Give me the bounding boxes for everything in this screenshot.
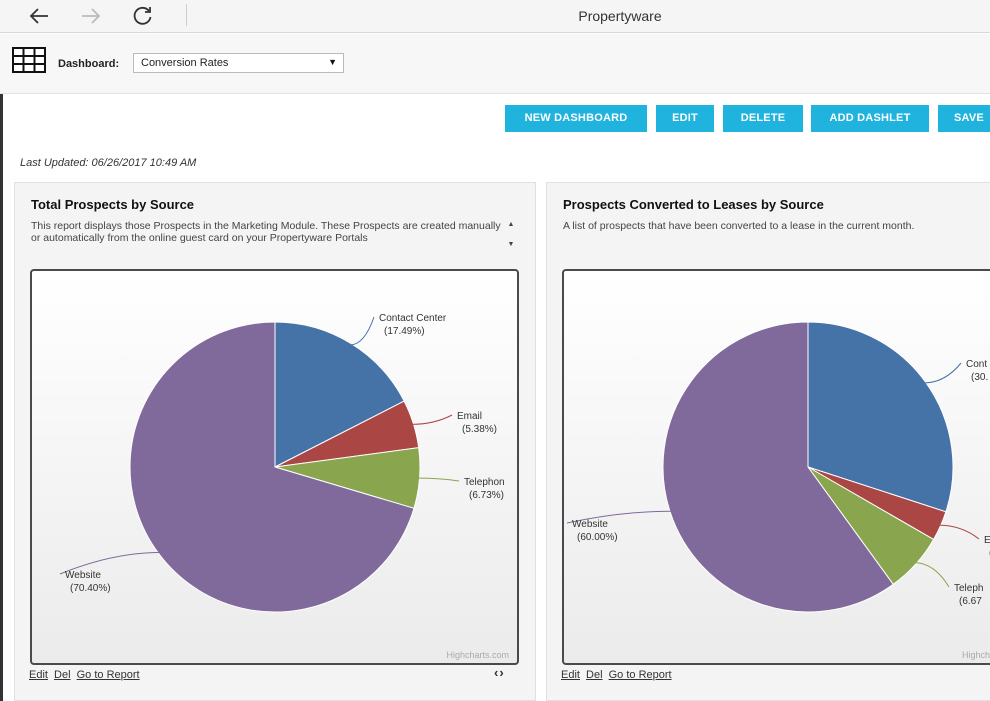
dashlet-prospects-converted: Prospects Converted to Leases by Source … [546,182,990,701]
pie-connector [417,477,460,482]
dashlet-links: Edit Del Go to Report [561,669,675,681]
pie-label-percent: (17.49%) [384,326,425,337]
add-dashlet-button[interactable]: ADD DASHLET [811,105,929,132]
pie-label-percent: (5.38%) [462,424,497,435]
pie-label-percent: (6.67 [959,596,982,607]
dashboard-select[interactable]: Conversion Rates ▼ [133,53,344,73]
pie-connector [411,414,453,425]
delete-button[interactable]: DELETE [723,105,803,132]
dashboard-selector-row: Dashboard: Conversion Rates ▼ [0,34,990,94]
dashlet-del-link[interactable]: Del [54,669,71,681]
dashlet-edit-link[interactable]: Edit [29,669,48,681]
window-left-edge [0,34,3,701]
chevron-down-icon: ▼ [328,57,337,67]
pie-label-name: Email [457,411,482,422]
window-title: Propertyware [578,8,662,24]
pie-slice-website[interactable] [662,321,894,613]
chart-credit[interactable]: Highcharts.com [446,650,509,660]
pie-label-percent: (6.73%) [469,490,504,501]
pie-connector [59,552,161,575]
scroll-up-icon[interactable]: ▲ [507,221,515,228]
pie-label-percent: (60.00%) [577,532,618,543]
scroll-down-icon[interactable]: ▼ [507,241,515,248]
pie-label-name: Cont [966,359,987,370]
pie-label-name: Website [572,519,608,530]
dashlet-description: This report displays those Prospects in … [31,220,501,244]
pager-arrows-icon[interactable]: ‹› [494,665,505,680]
dashlet-links: Edit Del Go to Report [29,669,143,681]
dashlet-go-to-report-link[interactable]: Go to Report [608,669,672,681]
pie-label-name: Contact Center [379,313,447,324]
pie-connector [938,524,980,540]
dashlet-total-prospects: Total Prospects by Source This report di… [14,182,536,701]
dashlet-del-link[interactable]: Del [586,669,603,681]
dashboard-label: Dashboard: [58,58,120,70]
pie-connector [923,362,962,384]
description-scrollbar[interactable]: ▲ ▼ [506,219,516,255]
pie-slice-contact-center[interactable] [807,321,954,513]
edit-button[interactable]: EDIT [656,105,714,132]
last-updated-text: Last Updated: 06/26/2017 10:49 AM [20,157,197,169]
pie-connector [349,316,375,346]
pie-connector [914,562,950,588]
pie-label-name: Telephon [464,477,505,488]
dashlet-go-to-report-link[interactable]: Go to Report [76,669,140,681]
dashlet-edit-link[interactable]: Edit [561,669,580,681]
back-arrow-icon[interactable] [24,2,54,30]
pie-label-name: Website [65,570,101,581]
dashlet-title: Prospects Converted to Leases by Source [563,197,824,212]
pie-chart-svg: Contact Center (17.49%) Email (5.38%) Teleph… [59,313,505,613]
save-button[interactable]: SAVE [938,105,990,132]
dashboard-select-value: Conversion Rates [141,57,229,69]
pie-label-name: E [984,535,990,546]
dashlet-description: A list of prospects that have been conve… [563,220,915,232]
pie-slice-contact-center[interactable] [274,321,405,468]
pie-connector [566,510,672,524]
refresh-icon[interactable] [128,2,158,30]
pie-label-name: Teleph [954,583,983,594]
browser-toolbar: Propertyware [0,0,990,33]
forward-arrow-icon[interactable] [76,2,106,30]
dashlet-title: Total Prospects by Source [31,197,195,212]
pie-chart-total-prospects: Contact Center (17.49%) Email (5.38%) Teleph… [30,269,519,665]
pie-label-percent: (70.40%) [70,583,111,594]
new-dashboard-button[interactable]: NEW DASHBOARD [505,105,647,132]
grid-icon[interactable] [12,47,46,73]
pie-slice-website[interactable] [129,321,415,613]
pie-label-percent: (30. [971,372,988,383]
chart-credit[interactable]: Highcharts.com [962,650,990,660]
toolbar-divider [186,4,187,26]
